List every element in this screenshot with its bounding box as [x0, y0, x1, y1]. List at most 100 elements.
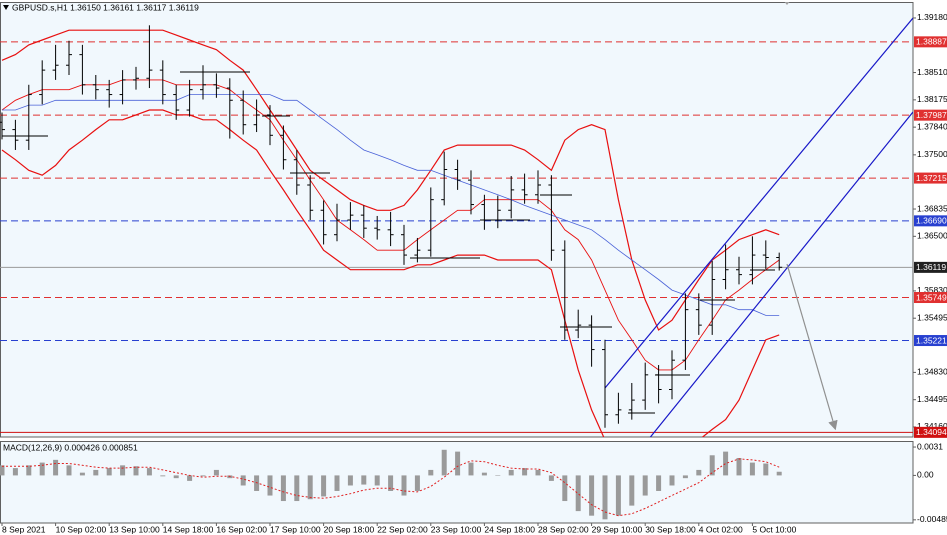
forecast-arrow: [786, 263, 838, 431]
macd-bar: [347, 475, 353, 486]
level-label-box: [914, 426, 947, 438]
collapse-icon: [3, 5, 9, 10]
macd-bar: [146, 468, 152, 476]
macd-bar: [548, 475, 554, 481]
levels: [0, 41, 913, 433]
macd-bar: [160, 475, 166, 477]
y-tick-label: 1.34830: [917, 367, 947, 377]
macd-bar: [535, 469, 541, 476]
macd-bar: [468, 462, 474, 476]
y-tick-label: -0.004854: [917, 514, 947, 524]
macd-bar: [696, 469, 702, 476]
macd-bar: [749, 462, 755, 476]
macd-bar: [575, 475, 581, 512]
macd-bar: [361, 475, 367, 485]
macd-bar: [187, 475, 193, 481]
level-label-box: [914, 36, 947, 48]
macd-bar: [53, 459, 59, 476]
level-label-box: [914, 292, 947, 304]
y-tick-label: 1.37500: [917, 149, 947, 159]
macd-bar: [280, 475, 286, 502]
macd-bar: [66, 465, 72, 476]
macd-bar: [602, 475, 608, 520]
macd-bar: [26, 465, 32, 476]
macd-bar: [374, 475, 380, 486]
level-label: 1.34094: [916, 427, 947, 437]
macd-bar: [12, 468, 18, 476]
main-plot: [0, 2, 913, 437]
macd-bar: [669, 475, 675, 486]
x-tick-label: 23 Sep 10:00: [431, 524, 482, 534]
macd-bar: [481, 472, 487, 476]
macd-title: MACD(12,26,9) 0.000426 0.000851: [3, 442, 138, 452]
level-label: 1.37215: [916, 173, 947, 183]
macd-bar: [39, 462, 45, 476]
x-tick-label: 22 Sep 02:00: [377, 524, 428, 534]
y-tick-label: 1.38510: [917, 67, 947, 77]
macd-bar: [495, 475, 501, 476]
x-tick-label: 4 Oct 02:00: [699, 524, 743, 534]
macd-bar: [133, 466, 139, 476]
macd-bar: [401, 475, 407, 496]
macd-bar: [562, 475, 568, 502]
y-tick-label: 1.34160: [917, 421, 947, 431]
macd-bar: [321, 475, 327, 497]
channel-line: [649, 111, 913, 437]
macd-bar: [763, 463, 769, 476]
level-label: 1.36119: [916, 262, 946, 272]
macd-bar: [213, 469, 219, 476]
macd-bar: [240, 475, 246, 486]
y-tick-label: 1.37840: [917, 121, 947, 131]
macd-bar: [388, 475, 394, 491]
x-tick-label: 14 Sep 18:00: [163, 524, 214, 534]
macd-bar: [307, 475, 313, 500]
macd-bar: [642, 475, 648, 496]
y-tick-label: 0.00: [917, 470, 934, 480]
level-label-box: [914, 172, 947, 184]
macd-bar: [522, 468, 528, 476]
y-tick-label: 0.0031: [917, 441, 943, 451]
macd-bar: [723, 451, 729, 476]
macd-bar: [508, 469, 514, 476]
macd-bar: [629, 475, 635, 506]
macd-bar: [709, 455, 715, 476]
x-tick-label: 17 Sep 10:00: [270, 524, 321, 534]
level-label: 1.38887: [916, 37, 947, 47]
macd-bar: [79, 472, 85, 476]
level-label: 1.35221: [916, 335, 947, 345]
y-tick-label: 1.38175: [917, 94, 947, 104]
macd-bar: [682, 475, 688, 479]
macd-bar: [776, 471, 782, 476]
x-tick-label: 8 Sep 2021: [2, 524, 46, 534]
level-label-box: [914, 335, 947, 347]
x-tick-label: 13 Sep 10:00: [109, 524, 160, 534]
macd-bar: [414, 475, 420, 491]
y-tick-label: 1.36500: [917, 231, 947, 241]
macd-bar: [428, 469, 434, 476]
level-label: 1.35749: [916, 292, 947, 302]
x-tick-label: 28 Sep 02:00: [538, 524, 589, 534]
macd-bar: [294, 475, 300, 502]
level-label: 1.36690: [916, 216, 947, 226]
y-tick-label: 1.36835: [917, 203, 947, 213]
main-pane: [0, 2, 914, 438]
macd-bar: [120, 465, 126, 476]
x-tick-label: 24 Sep 18:00: [484, 524, 535, 534]
macd-bar: [0, 465, 5, 476]
y-tick-label: 1.39180: [917, 12, 947, 22]
indicator-line: [2, 94, 780, 316]
candles: [0, 25, 783, 428]
level-label-box: [914, 261, 947, 273]
indicator-line: [1, 29, 780, 331]
macd-bar: [334, 475, 340, 491]
level-label-box: [914, 109, 947, 121]
x-tick-label: 16 Sep 02:00: [216, 524, 267, 534]
indicator-line: [1, 79, 780, 371]
macd-bar: [200, 475, 206, 477]
shift-marker: [784, 2, 790, 5]
macd-bar: [615, 475, 621, 516]
macd-bar: [441, 449, 447, 476]
x-tick-label: 30 Sep 18:00: [645, 524, 696, 534]
x-tick-label: 20 Sep 18:00: [324, 524, 375, 534]
